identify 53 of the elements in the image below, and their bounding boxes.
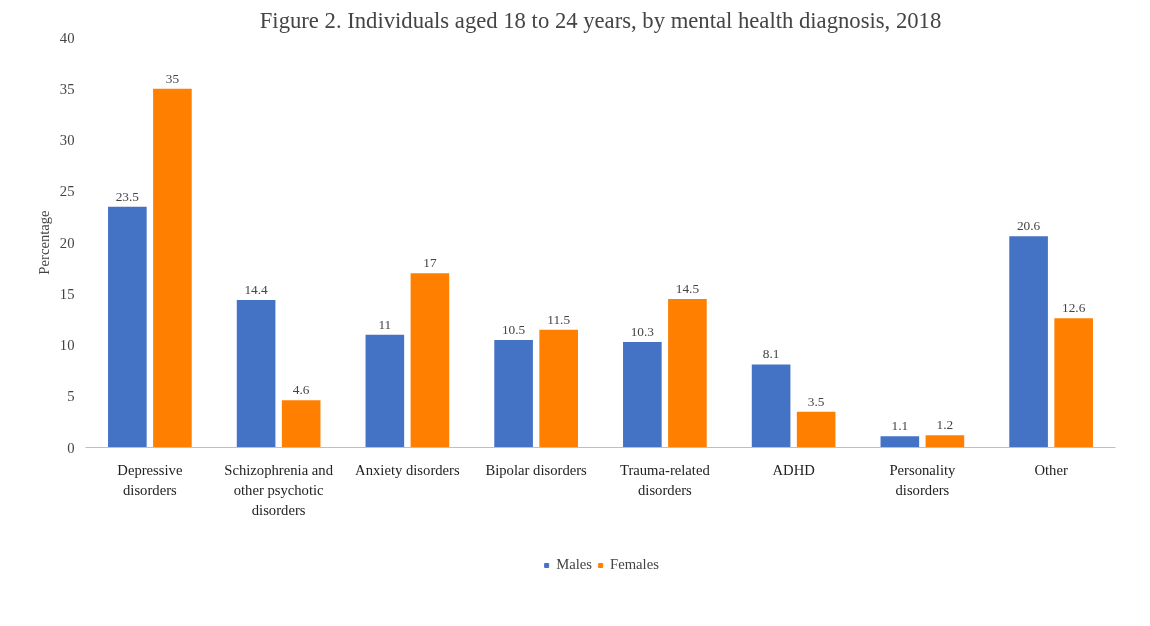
x-tick-label: Schizophrenia and other psychotic disorders [224, 461, 334, 518]
bar [410, 273, 450, 448]
bar [751, 364, 791, 448]
y-tick-label: 30 [59, 132, 75, 148]
y-tick-label: 35 [59, 80, 75, 97]
bar [925, 435, 965, 448]
data-label: 11 [378, 316, 392, 332]
data-label: 10.3 [630, 323, 655, 339]
data-label: 1.2 [936, 417, 954, 433]
bar [668, 298, 707, 448]
bar [796, 411, 836, 448]
data-label: 12.6 [1061, 300, 1086, 316]
legend-label: Males [556, 556, 592, 573]
bar [494, 339, 533, 448]
bar [1009, 236, 1048, 448]
data-label: 17 [423, 255, 437, 271]
y-tick-label: 15 [59, 285, 75, 302]
x-tick-label: Personality disorders [889, 461, 957, 498]
y-axis-title: Percentage [35, 210, 52, 275]
y-tick-label: 25 [59, 183, 75, 200]
bar [880, 436, 920, 448]
bar [365, 334, 405, 448]
y-tick-label: 10 [59, 337, 75, 353]
y-tick-label: 5 [67, 388, 75, 405]
data-label: 8.1 [762, 346, 780, 362]
chart-title: Figure 2. Individuals aged 18 to 24 years, by mental health diagnosis, 2018 [259, 7, 942, 33]
legend-label: Females [609, 556, 659, 573]
data-label: 1.1 [891, 418, 909, 434]
data-label: 4.6 [292, 382, 310, 398]
y-tick-label: 0 [67, 439, 75, 456]
x-tick-label: ADHD [772, 461, 815, 478]
y-tick-label: 20 [59, 234, 75, 251]
data-label: 3.5 [807, 393, 825, 409]
bar [539, 329, 578, 448]
data-label: 35 [165, 70, 180, 86]
x-tick-label: Anxiety disorders [355, 461, 460, 478]
data-label: 14.5 [675, 280, 700, 296]
bar [108, 206, 147, 448]
data-label: 11.5 [547, 311, 571, 327]
bar [236, 299, 276, 448]
data-label: 10.5 [501, 321, 526, 337]
data-label: 23.5 [115, 188, 140, 204]
bar [281, 400, 321, 448]
data-label: 20.6 [1016, 218, 1041, 234]
x-tick-label: Bipolar disorders [485, 461, 588, 478]
x-tick-label: Trauma-related disorders [619, 461, 711, 498]
y-tick-label: 40 [59, 29, 75, 46]
bar [153, 88, 192, 448]
bar [1054, 318, 1093, 448]
bar [623, 341, 662, 448]
data-label: 14.4 [244, 281, 269, 297]
x-tick-label: Depressive disorders [117, 461, 183, 498]
x-tick-label: Other [1034, 461, 1068, 478]
